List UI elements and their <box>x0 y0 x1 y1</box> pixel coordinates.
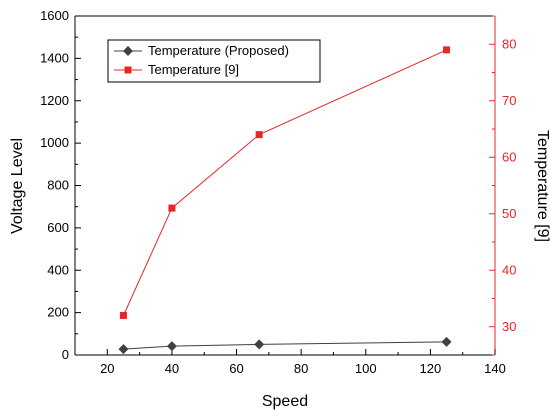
legend-marker-ref9 <box>124 66 132 74</box>
series-line <box>123 341 447 350</box>
y-left-tick-label: 800 <box>47 178 69 193</box>
x-tick-label: 100 <box>355 361 377 376</box>
y-axis-right-title: Temperature [9] <box>534 130 550 242</box>
x-tick-label: 140 <box>484 361 506 376</box>
data-point-diamond <box>254 339 265 350</box>
y-right-tick-label: 40 <box>502 262 516 277</box>
y-left-tick-label: 200 <box>47 305 69 320</box>
data-point-diamond <box>166 341 177 352</box>
series-1 <box>118 336 452 355</box>
data-point-square <box>119 311 127 319</box>
y-axis-right: 30 40 50 60 70 80 <box>489 15 516 356</box>
legend-label-ref9: Temperature [9] <box>148 62 239 77</box>
legend-label-proposed: Temperature (Proposed) <box>148 43 289 58</box>
series-layer <box>118 46 452 355</box>
x-tick-label: 20 <box>100 361 114 376</box>
y-right-tick-label: 60 <box>502 149 516 164</box>
x-tick-label: 120 <box>420 361 442 376</box>
series-2 <box>119 46 451 319</box>
y-left-tick-label: 400 <box>47 262 69 277</box>
x-axis-title: Speed <box>262 393 308 410</box>
y-left-tick-label: 1400 <box>40 50 69 65</box>
data-point-square <box>168 204 176 212</box>
legend: Temperature (Proposed) Temperature [9] <box>107 39 321 83</box>
y-right-tick-label: 80 <box>502 36 516 51</box>
x-tick-label: 60 <box>229 361 243 376</box>
legend-box <box>107 39 321 83</box>
data-point-diamond <box>118 344 129 355</box>
y-left-tick-label: 600 <box>47 220 69 235</box>
x-axis: 20 40 60 80 100 120 140 <box>74 349 506 376</box>
y-axis-left-title: Voltage Level <box>9 138 26 234</box>
y-right-tick-label: 30 <box>502 319 516 334</box>
legend-marker-proposed <box>123 46 133 56</box>
y-right-tick-label: 70 <box>502 93 516 108</box>
y-right-tick-label: 50 <box>502 206 516 221</box>
y-left-tick-label: 1600 <box>40 8 69 23</box>
data-point-square <box>255 131 263 139</box>
data-point-square <box>443 46 451 54</box>
y-left-tick-label: 1000 <box>40 135 69 150</box>
data-point-diamond <box>441 336 452 347</box>
y-axis-left: 0 200 400 600 800 1000 1200 1400 1600 <box>40 8 81 362</box>
series-line <box>123 49 447 316</box>
y-left-tick-label: 1200 <box>40 93 69 108</box>
y-left-tick-label: 0 <box>62 347 69 362</box>
x-tick-label: 80 <box>294 361 308 376</box>
x-tick-label: 40 <box>165 361 179 376</box>
